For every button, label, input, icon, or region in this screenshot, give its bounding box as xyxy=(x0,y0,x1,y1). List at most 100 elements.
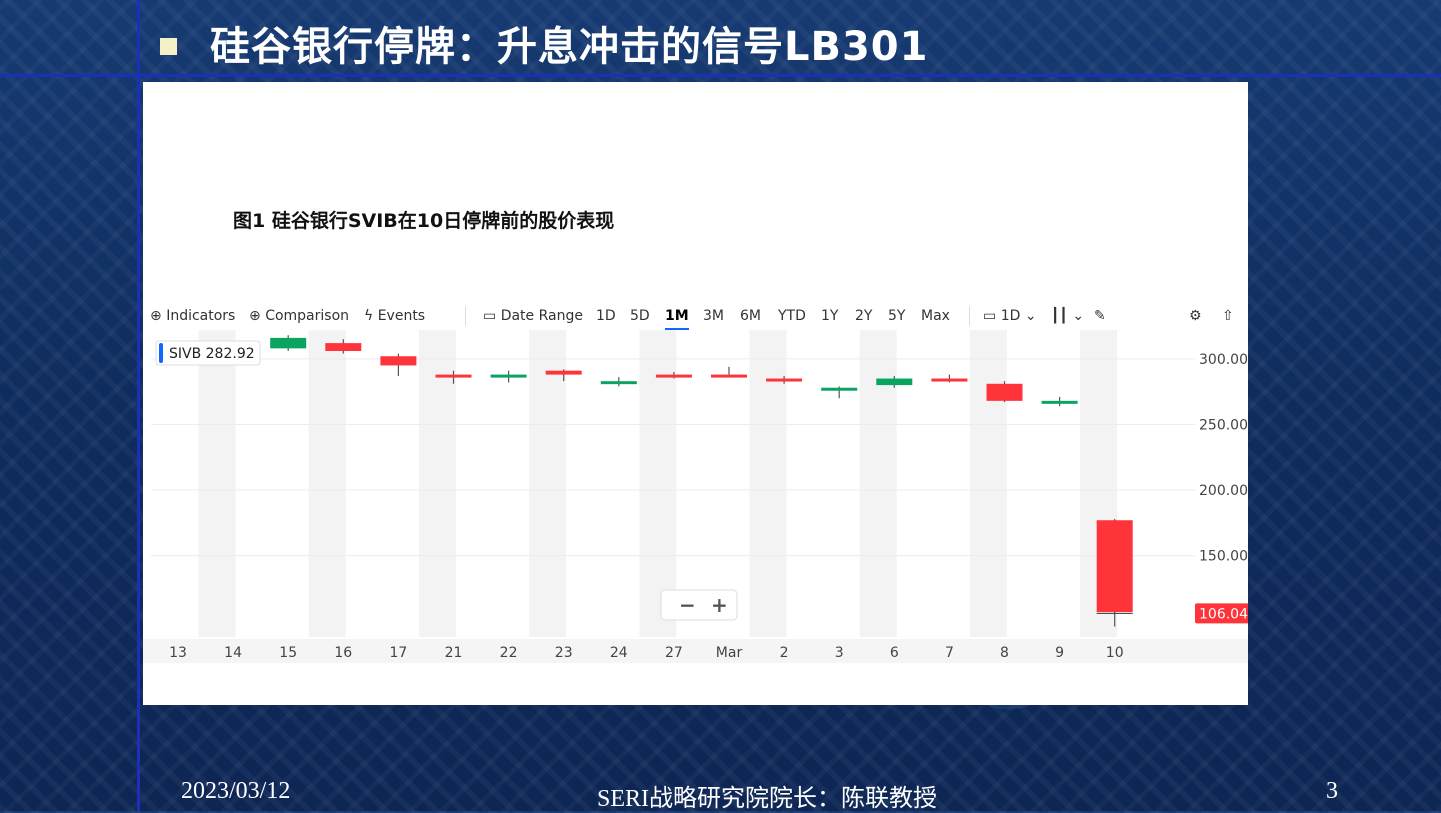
last-price-label: 106.04 xyxy=(1199,606,1248,622)
x-tick-label: 3 xyxy=(835,645,844,661)
x-tick-label: 17 xyxy=(389,645,407,661)
comparison-button[interactable]: ⊕ Comparison xyxy=(249,308,349,324)
candle-body xyxy=(876,378,913,386)
x-tick-label: 23 xyxy=(555,645,573,661)
footer-credit: SERI战略研究院院长：陈联教授 xyxy=(597,786,938,812)
bolt-icon: ϟ xyxy=(364,308,374,324)
zoom-control xyxy=(660,589,738,621)
events-label: Events xyxy=(377,308,426,324)
calendar-icon: ▭ xyxy=(483,308,497,324)
day-band xyxy=(418,330,456,637)
y-tick-label: 150.00 xyxy=(1199,549,1248,565)
gear-icon: ⚙ xyxy=(1189,308,1202,324)
candle-body xyxy=(766,378,803,382)
day-band xyxy=(308,330,346,637)
day-band xyxy=(749,330,787,637)
x-tick-label: 21 xyxy=(445,645,463,661)
range-5y[interactable]: 5Y xyxy=(888,308,906,324)
events-button[interactable]: ϟ Events xyxy=(364,308,425,324)
y-tick-label: 200.00 xyxy=(1199,483,1248,499)
candle-body xyxy=(1041,400,1078,404)
interval-select[interactable]: ▭ 1D ⌄ xyxy=(983,308,1037,324)
ticker-accent xyxy=(159,343,163,363)
page-number: 3 xyxy=(1326,778,1338,804)
range-3m[interactable]: 3M xyxy=(703,308,724,324)
range-5d[interactable]: 5D xyxy=(630,308,650,324)
indicators-button[interactable]: ⊕ Indicators xyxy=(150,308,235,324)
candle-body xyxy=(545,370,582,375)
zoom-out-button[interactable]: − xyxy=(679,593,696,617)
candle-body xyxy=(270,337,307,349)
range-1d[interactable]: 1D xyxy=(596,308,616,324)
toolbar-divider xyxy=(465,306,466,326)
candle-body xyxy=(986,383,1023,401)
x-tick-label: 15 xyxy=(279,645,297,661)
candle-body xyxy=(490,374,527,378)
x-tick-label: 10 xyxy=(1106,645,1124,661)
day-band xyxy=(969,330,1007,637)
zoom-in-button[interactable]: + xyxy=(711,593,728,617)
comparison-label: Comparison xyxy=(265,308,350,324)
range-1m[interactable]: 1M xyxy=(665,308,689,330)
share-button[interactable]: ⇧ xyxy=(1222,308,1234,324)
chart-panel: 图1 硅谷银行SVIB在10日停牌前的股价表现 ⊕ Indicators ⊕ C… xyxy=(143,82,1248,705)
ticker-label: SIVB 282.92 xyxy=(169,346,255,362)
range-1y[interactable]: 1Y xyxy=(821,308,839,324)
candle-body xyxy=(931,378,968,382)
toolbar-divider xyxy=(969,306,970,326)
candle-body xyxy=(435,374,472,378)
footer-date: 2023/03/12 xyxy=(181,778,291,804)
candle-body xyxy=(711,374,747,378)
range-2y[interactable]: 2Y xyxy=(855,308,873,324)
horizontal-rule xyxy=(0,74,1441,77)
candles-icon: ┃┃ xyxy=(1051,308,1068,324)
range-6m[interactable]: 6M xyxy=(740,308,761,324)
date-range-button[interactable]: ▭ Date Range xyxy=(483,308,583,324)
draw-button[interactable]: ✎ xyxy=(1094,308,1106,324)
x-tick-label: 16 xyxy=(334,645,352,661)
vertical-rule xyxy=(137,0,140,811)
candle-body xyxy=(655,374,692,378)
day-band xyxy=(639,330,677,637)
candle-body xyxy=(1096,520,1133,613)
x-tick-label: 9 xyxy=(1055,645,1064,661)
indicators-label: Indicators xyxy=(166,308,236,324)
figure-caption: 图1 硅谷银行SVIB在10日停牌前的股价表现 xyxy=(233,210,615,232)
day-band xyxy=(529,330,567,637)
date-range-label: Date Range xyxy=(500,308,583,324)
y-tick-label: 250.00 xyxy=(1199,417,1248,433)
x-tick-label: 22 xyxy=(500,645,518,661)
x-tick-label: 7 xyxy=(945,645,954,661)
x-tick-label: 2 xyxy=(780,645,789,661)
last-price-badge xyxy=(1195,603,1248,624)
range-ytd[interactable]: YTD xyxy=(778,308,806,324)
slide-title: 硅谷银行停牌：升息冲击的信号LB301 xyxy=(210,24,929,70)
interval-label: 1D xyxy=(1000,308,1021,324)
x-tick-label: 8 xyxy=(1000,645,1009,661)
x-tick-label: 24 xyxy=(610,645,628,661)
x-axis-bar xyxy=(143,639,1248,663)
candle-body xyxy=(821,387,858,391)
settings-button[interactable]: ⚙ xyxy=(1189,308,1202,324)
chevron-down-icon: ⌄ xyxy=(1024,308,1037,324)
y-tick-label: 300.00 xyxy=(1199,352,1248,368)
candle-body xyxy=(380,356,417,366)
plus-circle-icon: ⊕ xyxy=(150,308,162,324)
chart-type-select[interactable]: ┃┃ ⌄ xyxy=(1051,308,1084,324)
candle-body xyxy=(600,381,637,385)
chart-toolbar: ⊕ Indicators ⊕ Comparison ϟ Events ▭ Dat… xyxy=(143,304,1248,330)
candle-body xyxy=(325,343,362,351)
plus-circle-icon: ⊕ xyxy=(249,308,261,324)
range-max[interactable]: Max xyxy=(921,308,950,324)
day-band xyxy=(198,330,236,637)
pencil-icon: ✎ xyxy=(1094,308,1106,324)
day-band xyxy=(859,330,897,637)
x-tick-label: 14 xyxy=(224,645,242,661)
x-tick-label: 6 xyxy=(890,645,899,661)
x-tick-label: 13 xyxy=(169,645,187,661)
x-tick-label: Mar xyxy=(716,645,743,661)
title-bullet xyxy=(160,38,177,55)
share-icon: ⇧ xyxy=(1222,308,1234,324)
x-tick-label: 27 xyxy=(665,645,683,661)
